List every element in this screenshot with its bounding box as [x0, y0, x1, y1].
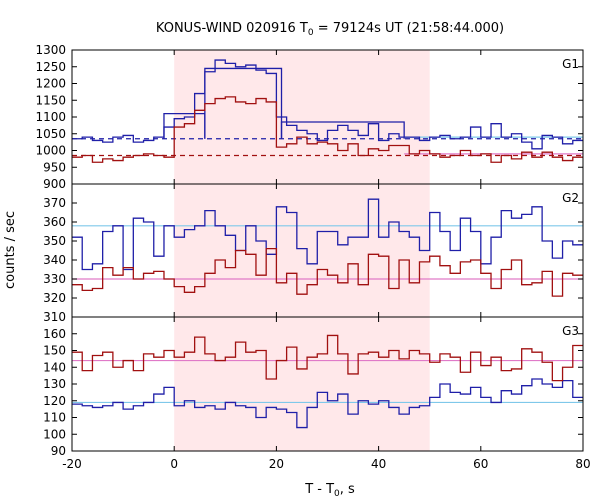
panel-g2: 310 320 330 340 350 360 370 G2 [43, 183, 584, 324]
x-axis-label-main: T - T [304, 482, 334, 497]
x-axis-label-subscript: 0 [334, 489, 340, 499]
y-tick-label: 90 [51, 444, 66, 458]
blue-step-series [72, 378, 583, 429]
y-tick-label: 330 [43, 272, 66, 286]
x-tick-label: 80 [575, 457, 590, 471]
panel-label-g1: G1 [562, 57, 579, 71]
blue-step-series [72, 59, 583, 150]
panel-g3: 90 100 110 120 130 140 150 160 G3 [43, 316, 584, 458]
y-tick-label: 340 [43, 253, 66, 267]
y-tick-label: 1100 [35, 110, 66, 124]
plot-area: 9009501000105011001150120012501300G13103… [35, 43, 590, 471]
y-tick-label: 900 [43, 177, 66, 191]
y-axis-label: counts / sec [3, 211, 18, 289]
y-tick-label: 1000 [35, 144, 66, 158]
x-tick-label: -20 [62, 457, 82, 471]
x-axis-label-rest: , s [340, 482, 355, 497]
x-tick-label: 20 [269, 457, 284, 471]
y-tick-label: 370 [43, 196, 66, 210]
panel-g1: 900 950 1000 1050 1100 1150 1200 1250 1300 G1 [35, 43, 584, 191]
chart-title-subscript: 0 [308, 28, 314, 38]
blue-fit-segment-2 [280, 121, 405, 139]
y-tick-label: 310 [43, 310, 66, 324]
y-tick-label: 140 [43, 360, 66, 374]
y-tick-label: 1250 [35, 60, 66, 74]
y-tick-label: 130 [43, 377, 66, 391]
panel-label-g2: G2 [562, 191, 579, 205]
y-tick-label: 100 [43, 427, 66, 441]
x-tick-label: 60 [473, 457, 488, 471]
y-tick-label: 350 [43, 234, 66, 248]
chart-title: KONUS-WIND 020916 T0 = 79124s UT (21:58:… [156, 21, 504, 38]
y-tick-label: 160 [43, 327, 66, 341]
burst-interval-shade [174, 50, 430, 451]
red-step-series [72, 96, 583, 163]
y-tick-label: 1150 [35, 93, 66, 107]
y-tick-label: 360 [43, 215, 66, 229]
y-tick-label: 150 [43, 344, 66, 358]
panel-label-g3: G3 [562, 324, 579, 338]
chart-title-rest: = 79124s UT (21:58:44.000) [314, 21, 504, 36]
y-tick-label: 950 [43, 160, 66, 174]
y-tick-label: 320 [43, 291, 66, 305]
y-tick-label: 1300 [35, 43, 66, 57]
y-tick-label: 120 [43, 394, 66, 408]
red-step-series [72, 334, 583, 382]
y-tick-label: 1050 [35, 127, 66, 141]
x-axis-label: T - T0, s [304, 482, 355, 499]
x-tick-label: 40 [371, 457, 386, 471]
x-tick-label: 0 [170, 457, 178, 471]
red-step-series [72, 247, 583, 297]
blue-step-series [72, 198, 583, 271]
chart-title-main: KONUS-WIND 020916 T [156, 21, 308, 36]
y-tick-label: 110 [43, 411, 66, 425]
y-tick-label: 1200 [35, 77, 66, 91]
